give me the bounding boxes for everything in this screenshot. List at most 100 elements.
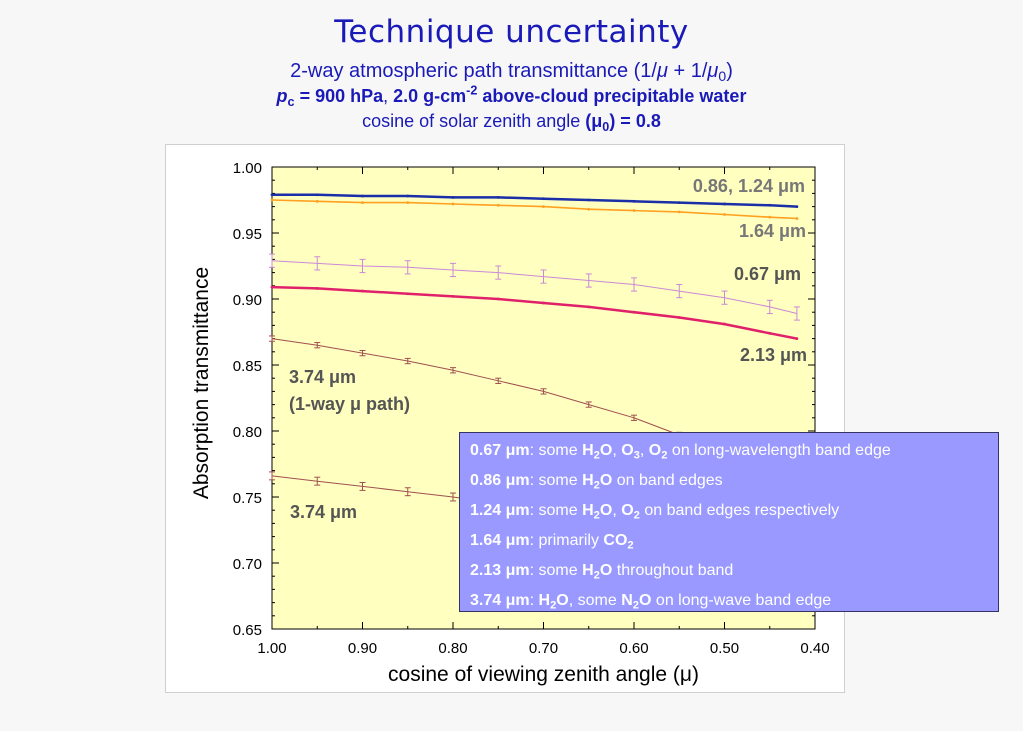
- data-point: [723, 202, 726, 206]
- data-point: [632, 310, 636, 314]
- x-tick-label: 0.50: [710, 640, 739, 657]
- x-tick-label: 1.00: [257, 640, 286, 657]
- data-point: [451, 202, 455, 206]
- band-text: ,: [612, 502, 622, 519]
- subtitle-pressure-water: pc = 900 hPa, 2.0 g-cm-2 above-cloud pre…: [276, 83, 747, 109]
- data-point: [795, 337, 799, 340]
- data-point: [542, 197, 545, 201]
- y-tick-label: 0.65: [233, 622, 262, 639]
- band-text: :: [529, 592, 539, 609]
- data-point: [406, 201, 410, 205]
- label-oneway-path: (1-way μ path): [289, 394, 410, 414]
- data-point: [795, 205, 799, 209]
- band-text: : primarily: [529, 532, 604, 549]
- y-axis-label: Absorption transmittance: [190, 267, 213, 499]
- gas-formula: N2O: [621, 592, 652, 612]
- gas-formula: O2: [648, 442, 668, 462]
- band-text: : some: [529, 562, 583, 579]
- band-description-line: 2.13 μm: some H2O throughout band: [470, 556, 998, 586]
- band-description-line: 1.24 μm: some H2O, O2 on band edges resp…: [470, 496, 998, 526]
- band-text: on long-wave band edge: [651, 592, 832, 609]
- gas-formula: O2: [621, 502, 640, 522]
- data-point: [406, 292, 410, 296]
- data-point: [677, 210, 681, 214]
- data-point: [406, 194, 410, 198]
- data-point: [315, 287, 319, 290]
- data-point: [723, 322, 726, 326]
- y-tick-label: 0.75: [233, 490, 262, 507]
- band-description-line: 0.67 μm: some H2O, O3, O2 on long-wavele…: [470, 436, 998, 466]
- label-374-oneway: 3.74 μm: [289, 367, 356, 387]
- band-text: ,: [639, 442, 649, 459]
- data-point: [677, 316, 681, 319]
- x-axis-label: cosine of viewing zenith angle (μ): [388, 663, 699, 686]
- band-name: 2.13 μm: [470, 562, 530, 579]
- data-point: [632, 209, 636, 212]
- x-tick-label: 0.40: [800, 640, 829, 657]
- data-point: [270, 285, 274, 289]
- slide-title: Technique uncertainty: [334, 14, 689, 50]
- label-213: 2.13 μm: [740, 345, 807, 365]
- gas-formula: H2O: [582, 472, 613, 492]
- label-067: 0.67 μm: [734, 264, 801, 284]
- gas-formula: H2O: [538, 592, 569, 612]
- band-text: on long-wavelength band edge: [667, 442, 891, 459]
- gas-formula: H2O: [582, 562, 613, 582]
- gas-formula: H2O: [582, 502, 613, 522]
- y-tick-label: 0.70: [233, 556, 262, 573]
- band-text: ,: [612, 442, 622, 459]
- subtitle-solar-zenith: cosine of solar zenith angle (μ0) = 0.8: [362, 111, 661, 134]
- data-point: [542, 205, 545, 209]
- data-point: [361, 201, 364, 205]
- data-point: [496, 203, 500, 207]
- band-name: 0.67 μm: [470, 442, 530, 459]
- x-tick-label: 0.70: [529, 640, 558, 657]
- x-tick-label: 0.90: [348, 640, 377, 657]
- data-point: [270, 198, 274, 202]
- data-point: [768, 215, 772, 219]
- band-description-line: 3.74 μm: H2O, some N2O on long-wave band…: [470, 586, 998, 616]
- data-point: [270, 193, 274, 197]
- data-point: [768, 331, 772, 335]
- subtitle-path-transmittance: 2-way atmospheric path transmittance (1/…: [290, 60, 733, 85]
- data-point: [315, 199, 319, 203]
- band-text: : some: [529, 502, 583, 519]
- y-tick-label: 0.80: [233, 424, 262, 441]
- band-text: throughout band: [612, 562, 734, 579]
- y-tick-label: 0.90: [233, 292, 262, 309]
- gas-formula: H2O: [582, 442, 613, 462]
- band-text: on band edges respectively: [639, 502, 840, 519]
- band-name: 1.24 μm: [470, 502, 530, 519]
- data-point: [451, 294, 455, 298]
- band-text: : some: [529, 472, 583, 489]
- data-point: [768, 203, 772, 207]
- data-point: [496, 195, 500, 199]
- data-point: [795, 217, 799, 220]
- gas-formula: O3: [621, 442, 640, 462]
- band-name: 1.64 μm: [470, 532, 530, 549]
- data-point: [361, 194, 364, 198]
- data-point: [587, 198, 591, 202]
- data-point: [632, 199, 636, 203]
- band-name: 0.86 μm: [470, 472, 530, 489]
- data-point: [542, 301, 545, 305]
- band-description-box: 0.67 μm: some H2O, O3, O2 on long-wavele…: [459, 432, 999, 612]
- data-point: [677, 201, 681, 205]
- band-text: , some: [568, 592, 622, 609]
- data-point: [361, 289, 364, 293]
- band-description-line: 1.64 μm: primarily CO2: [470, 526, 998, 556]
- label-374: 3.74 μm: [290, 502, 357, 522]
- y-tick-label: 0.95: [233, 226, 262, 243]
- label-086-124: 0.86, 1.24 μm: [693, 176, 805, 196]
- band-text: on band edges: [612, 472, 723, 489]
- data-point: [587, 305, 591, 309]
- band-text: : some: [529, 442, 583, 459]
- label-164: 1.64 μm: [739, 221, 806, 241]
- data-point: [451, 195, 455, 199]
- data-point: [315, 193, 319, 197]
- data-point: [496, 297, 500, 301]
- data-point: [587, 207, 591, 211]
- data-point: [723, 213, 726, 216]
- x-tick-label: 0.60: [619, 640, 648, 657]
